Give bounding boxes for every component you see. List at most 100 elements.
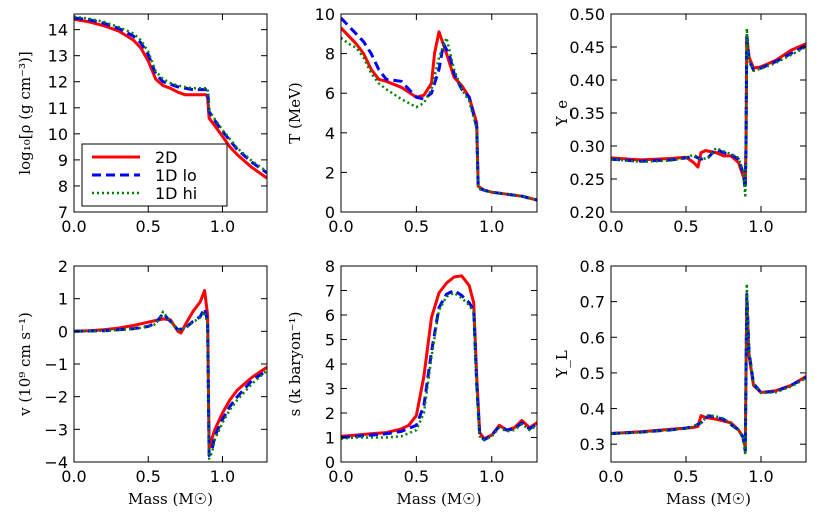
y-tick-label: 8 xyxy=(58,177,68,196)
y-tick-label: 0 xyxy=(325,203,335,222)
x-tick-label: 0.0 xyxy=(598,467,623,486)
y-tick-label: 4 xyxy=(325,355,335,374)
y-axis-label: s (k baryon⁻¹) xyxy=(286,312,304,417)
panel-v: 0.0 0.5 1.0 −4 −3 −2 −1 0 1 2 v (10⁹ cm s⁻¹) Mass (… xyxy=(16,257,268,508)
series-line-1d-lo xyxy=(611,32,806,191)
y-axis-label: Y_e xyxy=(553,100,571,127)
legend-label: 1D hi xyxy=(155,184,197,203)
y-tick-label: 7 xyxy=(58,203,68,222)
y-tick-label: 0.40 xyxy=(569,71,605,90)
x-tick-label: 1.0 xyxy=(479,467,504,486)
panel-T: 0.0 0.5 1.0 0 2 4 6 8 10 T (MeV) xyxy=(286,5,538,236)
x-tick-label: 1.0 xyxy=(210,467,235,486)
series-line-2d xyxy=(74,289,267,451)
x-tick-label: 0.0 xyxy=(598,217,623,236)
y-tick-label: 1 xyxy=(58,290,68,309)
panel-Ye: 0.0 0.5 1.0 0.20 0.25 0.30 0.35 0.40 0.45 0.50 Y_e xyxy=(553,5,807,236)
y-tick-label: 4 xyxy=(325,124,335,143)
y-tick-label: −2 xyxy=(44,388,68,407)
panel-YL: 0.0 0.5 1.0 0.3 0.4 0.5 0.6 0.7 0.8 Y_L Mass (M☉) xyxy=(553,257,807,508)
y-axis-label: Y_L xyxy=(553,350,571,378)
series-line-2d xyxy=(74,17,267,180)
y-tick-label: 5 xyxy=(325,331,335,350)
y-axis-label: log₁₀[ρ (g cm⁻³)] xyxy=(16,51,34,174)
x-tick-label: 1.0 xyxy=(210,217,235,236)
y-tick-label: 0.5 xyxy=(580,364,605,383)
y-tick-label: 6 xyxy=(325,306,335,325)
legend-label: 1D lo xyxy=(155,166,197,185)
x-tick-label: 1.0 xyxy=(479,217,504,236)
y-tick-label: 1 xyxy=(325,429,335,448)
series-line-1d-lo xyxy=(74,307,267,457)
x-tick-label: 0.0 xyxy=(328,217,353,236)
x-axis-label: Mass (M☉) xyxy=(128,490,213,508)
y-tick-label: 2 xyxy=(325,404,335,423)
x-tick-label: 0.5 xyxy=(136,467,161,486)
series-line-2d xyxy=(341,274,537,441)
y-tick-label: 6 xyxy=(325,84,335,103)
y-tick-label: 0.3 xyxy=(580,435,605,454)
series-line-2d xyxy=(611,35,806,184)
series-line-1d-hi xyxy=(341,36,537,202)
y-tick-label: 2 xyxy=(58,257,68,276)
x-axis-label: Mass (M☉) xyxy=(666,490,751,508)
y-tick-label: 0.8 xyxy=(580,257,605,276)
y-tick-label: 0.6 xyxy=(580,328,605,347)
series-line-1d-hi xyxy=(74,15,267,173)
y-tick-label: 0.20 xyxy=(569,203,605,222)
y-tick-label: 13 xyxy=(48,47,68,66)
y-tick-label: 8 xyxy=(325,257,335,276)
x-tick-label: 0.0 xyxy=(61,467,86,486)
y-tick-label: 0 xyxy=(58,322,68,341)
y-tick-label: 2 xyxy=(325,163,335,182)
y-tick-label: 0 xyxy=(325,453,335,472)
series-line-1d-hi xyxy=(341,291,537,442)
y-tick-label: 14 xyxy=(48,21,68,40)
x-tick-label: 0.5 xyxy=(404,467,429,486)
x-tick-label: 0.5 xyxy=(673,217,698,236)
y-tick-label: 0.30 xyxy=(569,137,605,156)
x-axis-label: Mass (M☉) xyxy=(397,490,482,508)
y-axis-label: v (10⁹ cm s⁻¹) xyxy=(16,312,34,417)
x-tick-label: 1.0 xyxy=(748,217,773,236)
series-line-1d-lo xyxy=(341,289,537,442)
y-tick-label: 0.4 xyxy=(580,400,605,419)
y-tick-label: 0.45 xyxy=(569,38,605,57)
y-tick-label: 7 xyxy=(325,282,335,301)
y-tick-label: 10 xyxy=(48,125,68,144)
panel-s: 0.0 0.5 1.0 0 1 2 3 4 5 6 7 8 s (k baryon⁻¹) Mass (M☉… xyxy=(286,257,538,508)
y-tick-label: 3 xyxy=(325,380,335,399)
x-tick-label: 0.5 xyxy=(404,217,429,236)
y-tick-label: 10 xyxy=(315,5,335,24)
axes-frame xyxy=(73,265,268,463)
series-line-1d-hi xyxy=(611,27,806,197)
y-tick-label: 9 xyxy=(58,151,68,170)
axes-frame xyxy=(73,13,268,213)
y-tick-label: −3 xyxy=(44,420,68,439)
y-tick-label: 0.7 xyxy=(580,293,605,312)
y-tick-label: 0.50 xyxy=(569,5,605,24)
x-tick-label: 0.5 xyxy=(673,467,698,486)
axes-frame xyxy=(610,265,807,463)
y-tick-label: 11 xyxy=(48,99,68,118)
y-tick-label: 0.25 xyxy=(569,170,605,189)
series-line-1d-lo xyxy=(611,293,806,453)
axes-frame xyxy=(340,13,538,213)
x-tick-label: 0.0 xyxy=(61,217,86,236)
series-line-1d-lo xyxy=(341,16,537,202)
x-tick-label: 1.0 xyxy=(748,467,773,486)
y-tick-label: 0.35 xyxy=(569,104,605,123)
y-tick-label: −1 xyxy=(44,355,68,374)
legend-label: 2D xyxy=(155,148,178,167)
y-tick-label: −4 xyxy=(44,453,68,472)
series-line-1d-hi xyxy=(74,310,267,460)
series-line-1d-hi xyxy=(611,282,806,457)
y-axis-label: T (MeV) xyxy=(286,82,304,144)
y-tick-label: 12 xyxy=(48,73,68,92)
axes-frame xyxy=(610,13,807,213)
x-tick-label: 0.0 xyxy=(328,467,353,486)
x-tick-label: 0.5 xyxy=(136,217,161,236)
panel-rho: 0.0 0.5 1.0 7 8 9 10 11 12 13 14 log₁₀[ρ (g cm⁻³)] 2… xyxy=(16,13,268,236)
